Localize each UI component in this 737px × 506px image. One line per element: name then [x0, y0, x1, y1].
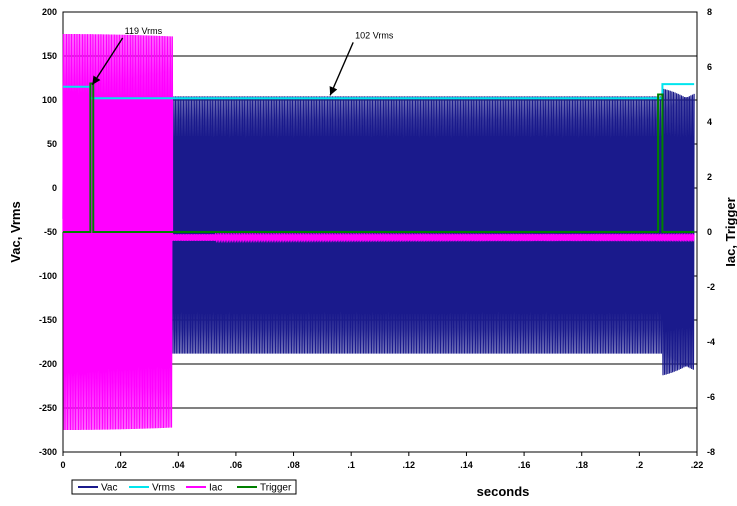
legend-label-vrms: Vrms	[152, 483, 175, 494]
x-tick-label: .02	[114, 460, 127, 470]
y-tick-label: 0	[52, 183, 57, 193]
x-tick-label: .14	[460, 460, 473, 470]
annotation-label: 102 Vrms	[355, 30, 394, 40]
y-tick-label: -50	[44, 227, 57, 237]
y-tick-label: -100	[39, 271, 57, 281]
y2-tick-label: 2	[707, 172, 712, 182]
y2-tick-label: -2	[707, 282, 715, 292]
x-tick-label: .1	[347, 460, 355, 470]
y2-axis-tick-labels: 8 6 4 2 0 -2 -4 -6 -8	[707, 7, 715, 457]
y-tick-label: 150	[42, 51, 57, 61]
legend-label-trigger: Trigger	[260, 483, 292, 494]
legend-label-iac: Iac	[209, 483, 222, 494]
y-tick-label: -150	[39, 315, 57, 325]
y-axis-tick-labels: 200 150 100 50 0 -50 -100 -150 -200 -250 -300	[39, 7, 57, 457]
y-tick-label: 50	[47, 139, 57, 149]
x-tick-label: .06	[230, 460, 243, 470]
annotation-arrow	[91, 37, 124, 86]
y2-tick-label: 0	[707, 227, 712, 237]
series-line-iac	[62, 33, 695, 431]
y-tick-label: -250	[39, 403, 57, 413]
y-tick-label: -300	[39, 447, 57, 457]
series-line-trigger	[63, 82, 695, 233]
y2-tick-label: -8	[707, 447, 715, 457]
legend: Vac Vrms Iac Trigger	[71, 479, 297, 495]
x-axis-title: seconds	[477, 484, 530, 499]
y2-axis-title: Iac, Trigger	[723, 197, 737, 266]
series-line-vrms	[63, 83, 695, 100]
legend-box	[71, 479, 297, 495]
y2-tick-label: 8	[707, 7, 712, 17]
y-tick-label: 200	[42, 7, 57, 17]
x-tick-label: .12	[403, 460, 416, 470]
x-tick-label: .2	[636, 460, 644, 470]
y2-tick-label: -4	[707, 337, 715, 347]
legend-label-vac: Vac	[101, 483, 118, 494]
x-tick-label: .16	[518, 460, 531, 470]
y-tick-label: -200	[39, 359, 57, 369]
x-axis-tick-labels: 0 .02 .04 .06 .08 .1 .12 .14 .16 .18 .2 .22	[60, 452, 703, 470]
y-tick-label: 100	[42, 95, 57, 105]
annotation-label: 119 Vrms	[125, 26, 163, 36]
x-tick-label: .08	[287, 460, 300, 470]
series-layer	[62, 33, 695, 431]
annotations: 119 Vrms 102 Vrms	[91, 26, 394, 96]
x-tick-label: .04	[172, 460, 185, 470]
y-axis-title: Vac, Vrms	[8, 201, 23, 262]
y2-tick-label: 4	[707, 117, 712, 127]
x-tick-label: .22	[691, 460, 704, 470]
x-tick-label: 0	[60, 460, 65, 470]
y2-tick-label: 6	[707, 62, 712, 72]
y2-tick-label: -6	[707, 392, 715, 402]
x-tick-label: .18	[575, 460, 588, 470]
annotation-arrow	[329, 42, 354, 96]
